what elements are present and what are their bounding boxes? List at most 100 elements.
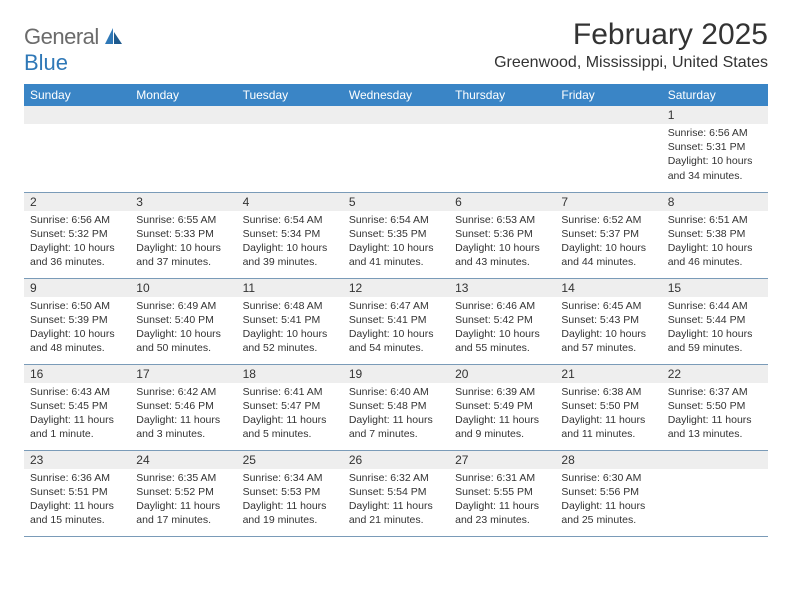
sunset-text: Sunset: 5:40 PM — [136, 313, 230, 327]
day-number: 16 — [24, 365, 130, 383]
day-header-mon: Monday — [130, 84, 236, 106]
day-details: Sunrise: 6:45 AMSunset: 5:43 PMDaylight:… — [555, 297, 661, 360]
day-cell: 20Sunrise: 6:39 AMSunset: 5:49 PMDayligh… — [449, 364, 555, 450]
day-cell — [662, 450, 768, 536]
day-number: 24 — [130, 451, 236, 469]
day-number: 20 — [449, 365, 555, 383]
day-number: 7 — [555, 193, 661, 211]
sunset-text: Sunset: 5:41 PM — [349, 313, 443, 327]
sunrise-text: Sunrise: 6:31 AM — [455, 471, 549, 485]
sunrise-text: Sunrise: 6:54 AM — [243, 213, 337, 227]
daylight-text: Daylight: 10 hours and 41 minutes. — [349, 241, 443, 269]
day-cell: 18Sunrise: 6:41 AMSunset: 5:47 PMDayligh… — [237, 364, 343, 450]
day-number: 14 — [555, 279, 661, 297]
day-details: Sunrise: 6:41 AMSunset: 5:47 PMDaylight:… — [237, 383, 343, 446]
day-cell: 9Sunrise: 6:50 AMSunset: 5:39 PMDaylight… — [24, 278, 130, 364]
day-cell: 5Sunrise: 6:54 AMSunset: 5:35 PMDaylight… — [343, 192, 449, 278]
daylight-text: Daylight: 11 hours and 23 minutes. — [455, 499, 549, 527]
day-number: 3 — [130, 193, 236, 211]
logo: General Blue — [24, 18, 123, 76]
week-row: 23Sunrise: 6:36 AMSunset: 5:51 PMDayligh… — [24, 450, 768, 536]
daylight-text: Daylight: 11 hours and 3 minutes. — [136, 413, 230, 441]
day-number: 26 — [343, 451, 449, 469]
sunset-text: Sunset: 5:47 PM — [243, 399, 337, 413]
daylight-text: Daylight: 10 hours and 57 minutes. — [561, 327, 655, 355]
sunset-text: Sunset: 5:34 PM — [243, 227, 337, 241]
sunrise-text: Sunrise: 6:55 AM — [136, 213, 230, 227]
empty-day-bar — [130, 106, 236, 124]
day-cell: 10Sunrise: 6:49 AMSunset: 5:40 PMDayligh… — [130, 278, 236, 364]
day-details: Sunrise: 6:44 AMSunset: 5:44 PMDaylight:… — [662, 297, 768, 360]
day-details: Sunrise: 6:47 AMSunset: 5:41 PMDaylight:… — [343, 297, 449, 360]
daylight-text: Daylight: 10 hours and 59 minutes. — [668, 327, 762, 355]
week-row: 1Sunrise: 6:56 AMSunset: 5:31 PMDaylight… — [24, 106, 768, 192]
sunrise-text: Sunrise: 6:37 AM — [668, 385, 762, 399]
sunrise-text: Sunrise: 6:49 AM — [136, 299, 230, 313]
daylight-text: Daylight: 11 hours and 17 minutes. — [136, 499, 230, 527]
empty-day-bar — [343, 106, 449, 124]
sunset-text: Sunset: 5:50 PM — [668, 399, 762, 413]
day-number: 2 — [24, 193, 130, 211]
day-cell: 28Sunrise: 6:30 AMSunset: 5:56 PMDayligh… — [555, 450, 661, 536]
sunrise-text: Sunrise: 6:56 AM — [30, 213, 124, 227]
day-number: 15 — [662, 279, 768, 297]
daylight-text: Daylight: 10 hours and 44 minutes. — [561, 241, 655, 269]
sunset-text: Sunset: 5:43 PM — [561, 313, 655, 327]
sunset-text: Sunset: 5:38 PM — [668, 227, 762, 241]
day-details: Sunrise: 6:36 AMSunset: 5:51 PMDaylight:… — [24, 469, 130, 532]
day-details: Sunrise: 6:49 AMSunset: 5:40 PMDaylight:… — [130, 297, 236, 360]
daylight-text: Daylight: 10 hours and 39 minutes. — [243, 241, 337, 269]
daylight-text: Daylight: 10 hours and 37 minutes. — [136, 241, 230, 269]
day-details: Sunrise: 6:38 AMSunset: 5:50 PMDaylight:… — [555, 383, 661, 446]
empty-day-bar — [449, 106, 555, 124]
week-row: 9Sunrise: 6:50 AMSunset: 5:39 PMDaylight… — [24, 278, 768, 364]
sunset-text: Sunset: 5:55 PM — [455, 485, 549, 499]
day-number: 11 — [237, 279, 343, 297]
day-cell: 13Sunrise: 6:46 AMSunset: 5:42 PMDayligh… — [449, 278, 555, 364]
day-details: Sunrise: 6:46 AMSunset: 5:42 PMDaylight:… — [449, 297, 555, 360]
day-details: Sunrise: 6:32 AMSunset: 5:54 PMDaylight:… — [343, 469, 449, 532]
day-number: 1 — [662, 106, 768, 124]
day-header-fri: Friday — [555, 84, 661, 106]
day-details: Sunrise: 6:53 AMSunset: 5:36 PMDaylight:… — [449, 211, 555, 274]
day-cell — [237, 106, 343, 192]
calendar-table: Sunday Monday Tuesday Wednesday Thursday… — [24, 84, 768, 537]
daylight-text: Daylight: 10 hours and 43 minutes. — [455, 241, 549, 269]
sunset-text: Sunset: 5:52 PM — [136, 485, 230, 499]
day-header-sat: Saturday — [662, 84, 768, 106]
sunset-text: Sunset: 5:46 PM — [136, 399, 230, 413]
sunrise-text: Sunrise: 6:34 AM — [243, 471, 337, 485]
sunrise-text: Sunrise: 6:56 AM — [668, 126, 762, 140]
day-details: Sunrise: 6:35 AMSunset: 5:52 PMDaylight:… — [130, 469, 236, 532]
daylight-text: Daylight: 11 hours and 7 minutes. — [349, 413, 443, 441]
day-cell: 17Sunrise: 6:42 AMSunset: 5:46 PMDayligh… — [130, 364, 236, 450]
calendar-page: General Blue February 2025 Greenwood, Mi… — [0, 0, 792, 537]
sunrise-text: Sunrise: 6:30 AM — [561, 471, 655, 485]
day-details: Sunrise: 6:56 AMSunset: 5:32 PMDaylight:… — [24, 211, 130, 274]
sunset-text: Sunset: 5:54 PM — [349, 485, 443, 499]
day-cell: 11Sunrise: 6:48 AMSunset: 5:41 PMDayligh… — [237, 278, 343, 364]
empty-day-bar — [662, 451, 768, 469]
daylight-text: Daylight: 11 hours and 25 minutes. — [561, 499, 655, 527]
daylight-text: Daylight: 10 hours and 36 minutes. — [30, 241, 124, 269]
sunrise-text: Sunrise: 6:52 AM — [561, 213, 655, 227]
sunrise-text: Sunrise: 6:40 AM — [349, 385, 443, 399]
logo-text-wrap: General Blue — [24, 24, 123, 76]
daylight-text: Daylight: 11 hours and 19 minutes. — [243, 499, 337, 527]
daylight-text: Daylight: 10 hours and 48 minutes. — [30, 327, 124, 355]
sunset-text: Sunset: 5:36 PM — [455, 227, 549, 241]
day-cell — [130, 106, 236, 192]
location-text: Greenwood, Mississippi, United States — [494, 54, 768, 72]
sunset-text: Sunset: 5:35 PM — [349, 227, 443, 241]
sunset-text: Sunset: 5:56 PM — [561, 485, 655, 499]
sunrise-text: Sunrise: 6:36 AM — [30, 471, 124, 485]
day-header-wed: Wednesday — [343, 84, 449, 106]
sunset-text: Sunset: 5:37 PM — [561, 227, 655, 241]
day-number: 5 — [343, 193, 449, 211]
day-cell — [343, 106, 449, 192]
empty-day-bar — [555, 106, 661, 124]
daylight-text: Daylight: 11 hours and 15 minutes. — [30, 499, 124, 527]
day-details: Sunrise: 6:52 AMSunset: 5:37 PMDaylight:… — [555, 211, 661, 274]
page-header: General Blue February 2025 Greenwood, Mi… — [24, 18, 768, 76]
day-header-sun: Sunday — [24, 84, 130, 106]
